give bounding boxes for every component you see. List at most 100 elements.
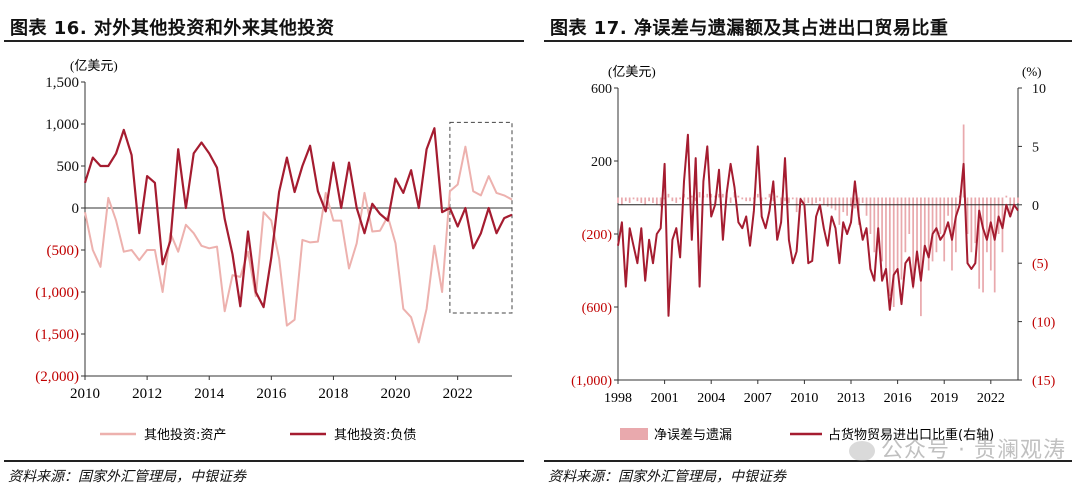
right-y-tick-label: (200) <box>582 228 613 243</box>
left-highlight-box <box>449 121 513 314</box>
right-bar <box>989 197 992 271</box>
right-bar <box>935 197 938 253</box>
right-bar <box>931 197 934 262</box>
wechat-icon <box>849 441 876 461</box>
right-bar <box>826 197 829 207</box>
left-y-tick-label: 500 <box>57 159 80 175</box>
right-bar <box>1013 197 1015 207</box>
right-legend-label-line: 占货物贸易进出口比重(右轴) <box>828 427 994 443</box>
right-bar <box>881 197 883 262</box>
right-x-tick-label: 1998 <box>604 391 632 406</box>
right-bar <box>764 197 767 200</box>
right-bar <box>788 197 790 203</box>
right-bar <box>822 197 825 205</box>
right-bar <box>974 197 977 244</box>
right-bar <box>869 197 872 234</box>
right-bar <box>896 197 899 271</box>
right-bar <box>873 197 876 253</box>
right-series-line <box>617 133 1019 317</box>
right-bar <box>687 197 689 200</box>
right-bar <box>993 197 996 293</box>
left-y-tick-label: 1,500 <box>45 75 79 91</box>
right-bar <box>819 197 821 202</box>
left-y-axis-label: (亿美元) <box>70 58 118 73</box>
right-x-tick-label: 2016 <box>884 391 912 406</box>
left-source-note: 资料来源：国家外汇管理局，中银证券 <box>8 469 246 485</box>
right-bar <box>834 197 837 211</box>
right-bar <box>927 197 930 271</box>
right-bar <box>780 197 782 205</box>
right-bar <box>718 193 720 198</box>
right-bar <box>784 197 786 202</box>
left-figure-title: 图表 16. 对外其他投资和外来其他投资 <box>10 18 335 39</box>
right-bar <box>939 197 942 234</box>
right-bar <box>966 197 969 234</box>
right-bar <box>885 197 887 271</box>
left-y-tick-label: (1,000) <box>35 285 79 301</box>
right-bar <box>628 197 631 203</box>
right-bar <box>838 197 841 225</box>
right-y-tick-label: 600 <box>591 82 612 97</box>
right-y2-tick-label: 10 <box>1032 82 1046 97</box>
right-y2-tick-label: 5 <box>1032 140 1039 155</box>
left-chart: (亿美元) 1,500 1,000 500 0 (500) (1,000) (1,500) (2… <box>35 58 513 443</box>
right-bar <box>1005 195 1008 198</box>
right-bar <box>920 197 922 317</box>
right-bar <box>904 197 907 253</box>
right-x-tick-label: 2004 <box>697 391 725 406</box>
right-bar <box>667 193 670 198</box>
right-bar <box>690 195 693 198</box>
right-bar <box>854 197 856 209</box>
left-legend-label-1: 其他投资:资产 <box>144 427 226 443</box>
right-bar <box>768 193 771 198</box>
right-bar <box>892 197 895 307</box>
right-bar <box>923 197 926 253</box>
right-bar <box>710 193 713 198</box>
right-chart: (亿美元) (%) 600 200 (200) (600) (1,000) 10 5 0 (5) (1… <box>571 64 1056 443</box>
right-bar <box>652 197 654 203</box>
right-y2-tick-label: (15) <box>1032 374 1056 389</box>
left-figure-panel: 图表 16. 对外其他投资和外来其他投资 (亿美元) 1,500 1,000 500 0… <box>0 0 530 485</box>
right-y-tick-label: (600) <box>582 301 613 316</box>
right-bar <box>644 197 647 205</box>
right-bar <box>846 197 848 216</box>
right-x-tick-label: 2019 <box>930 391 958 406</box>
right-bar <box>617 197 619 203</box>
left-x-tick-label: 2014 <box>194 386 225 402</box>
right-bar <box>947 197 949 216</box>
right-bar <box>811 197 814 205</box>
right-bar <box>943 197 946 262</box>
right-bar <box>729 197 732 203</box>
right-bar <box>900 197 903 280</box>
right-bar <box>776 195 779 198</box>
right-bar <box>1009 197 1012 216</box>
right-bar <box>655 197 658 205</box>
right-bar <box>721 193 724 198</box>
left-x-tick-label: 2022 <box>443 386 473 402</box>
right-bar <box>850 197 852 207</box>
left-y-tick-label: (1,500) <box>35 327 79 343</box>
right-bar <box>807 197 810 203</box>
right-bar <box>706 193 709 198</box>
right-bar <box>962 124 965 198</box>
right-bar <box>640 197 643 203</box>
right-bar <box>912 197 915 289</box>
right-bar <box>698 192 701 198</box>
left-y-tick-label: (2,000) <box>35 369 79 385</box>
right-figure-title: 图表 17. 净误差与遗漏额及其占进出口贸易比重 <box>550 18 949 39</box>
left-series-line-2 <box>83 127 513 309</box>
left-x-tick-label: 2010 <box>70 386 100 402</box>
right-bar <box>970 197 973 253</box>
right-bar <box>745 197 748 202</box>
left-x-tick-label: 2012 <box>132 386 162 402</box>
right-x-tick-label: 2013 <box>837 391 865 406</box>
right-bar <box>624 197 627 202</box>
right-bar <box>954 197 957 253</box>
right-bar <box>621 197 623 205</box>
right-figure-panel: 图表 17. 净误差与遗漏额及其占进出口贸易比重 (亿美元) (%) 600 200(… <box>540 0 1080 485</box>
right-legend-label-bar: 净误差与遗漏 <box>654 427 732 443</box>
right-bar <box>791 197 794 200</box>
left-legend-label-2: 其他投资:负债 <box>334 427 416 443</box>
right-y-tick-label: (1,000) <box>571 374 612 389</box>
right-bar <box>986 197 988 253</box>
